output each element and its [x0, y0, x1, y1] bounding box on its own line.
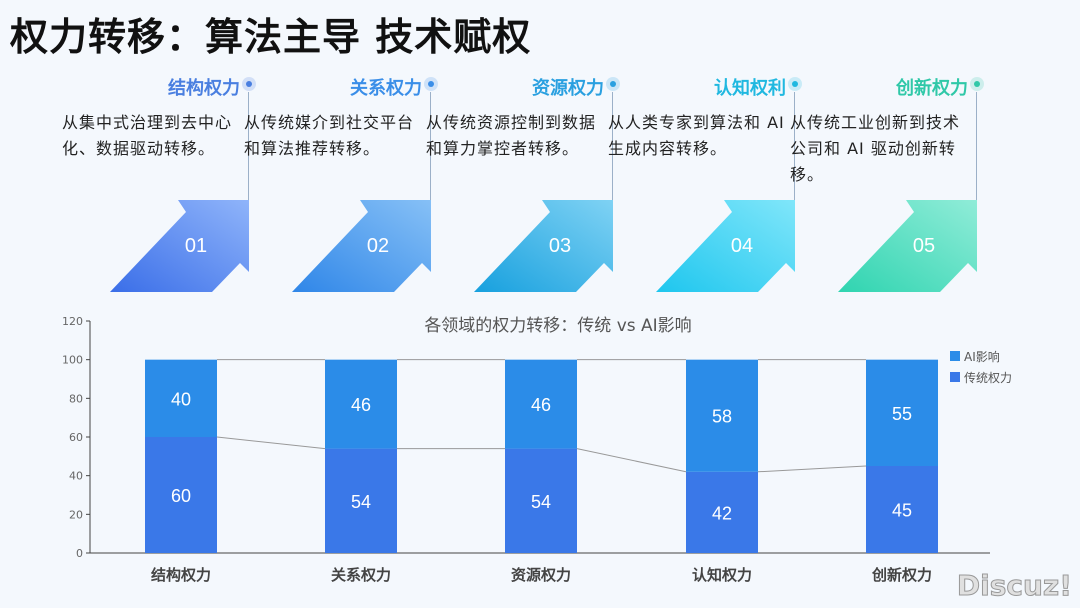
card-title: 结构权力 — [168, 78, 240, 99]
card-description: 从传统资源控制到数据和算力掌控者转移。 — [426, 113, 597, 158]
bar-segment — [325, 359, 397, 449]
card-description: 从人类专家到算法和 AI 生成内容转移。 — [608, 113, 785, 158]
dot-icon — [970, 77, 984, 91]
watermark-logo: Discuz! — [956, 569, 1072, 603]
data-label: 58 — [712, 407, 732, 427]
dot-icon — [242, 77, 256, 91]
series-line — [576, 448, 687, 473]
bar-segment — [686, 471, 758, 553]
page-title: 权力转移：算法主导 技术赋权 — [10, 15, 532, 59]
arrow-shape: 03 — [474, 200, 613, 292]
card-title: 关系权力 — [350, 78, 422, 99]
bar-segment — [145, 359, 217, 437]
legend-label: AI影响 — [964, 349, 1000, 364]
data-label: 42 — [712, 503, 732, 523]
card-title: 资源权力 — [532, 78, 604, 99]
x-tick-label: 资源权力 — [511, 566, 571, 584]
bar-segment — [145, 437, 217, 553]
legend-swatch — [950, 372, 960, 382]
bar-segment — [866, 466, 938, 553]
arrow-shape: 01 — [110, 200, 249, 292]
x-tick-label: 结构权力 — [151, 566, 211, 584]
data-label: 46 — [351, 395, 371, 415]
arrow-shape: 02 — [292, 200, 431, 292]
x-tick-label: 认知权力 — [692, 566, 752, 584]
power-card: 05 创新权力 从传统工业创新到技术公司和 AI 驱动创新转移。 — [784, 70, 984, 300]
y-tick-label: 40 — [69, 470, 83, 483]
connector-line — [794, 92, 795, 200]
card-title: 创新权力 — [896, 78, 968, 99]
connector-line — [430, 92, 431, 200]
legend-label: 传统权力 — [964, 370, 1012, 385]
card-number: 05 — [913, 235, 935, 257]
bar-segment — [505, 359, 577, 449]
y-tick-label: 100 — [62, 354, 83, 367]
dot-icon — [424, 77, 438, 91]
card-description: 从集中式治理到去中心化、数据驱动转移。 — [62, 113, 233, 158]
power-card: 01 结构权力 从集中式治理到去中心化、数据驱动转移。 — [56, 70, 256, 300]
arrow-shape: 04 — [656, 200, 795, 292]
series-line — [216, 436, 326, 450]
card-description: 从传统媒介到社交平台和算法推荐转移。 — [244, 113, 415, 158]
bar-segment — [686, 359, 758, 472]
dot-icon — [788, 77, 802, 91]
x-tick-label: 关系权力 — [331, 566, 391, 584]
data-label: 54 — [351, 492, 371, 512]
connector-line — [612, 92, 613, 200]
series-line — [757, 465, 867, 473]
power-card: 03 资源权力 从传统资源控制到数据和算力掌控者转移。 — [420, 70, 620, 300]
bar-segment — [325, 448, 397, 553]
card-number: 03 — [549, 235, 571, 257]
bar-segment — [505, 448, 577, 553]
connector-line — [976, 92, 977, 200]
card-title: 认知权利 — [714, 78, 786, 99]
arrow-shape: 05 — [838, 200, 977, 292]
dot-icon — [606, 77, 620, 91]
chart-title: 各领域的权力转移：传统 vs AI影响 — [424, 316, 691, 336]
power-card: 04 认知权利 从人类专家到算法和 AI 生成内容转移。 — [602, 70, 802, 300]
x-tick-label: 创新权力 — [871, 566, 932, 584]
data-label: 46 — [531, 395, 551, 415]
y-tick-label: 80 — [69, 392, 83, 405]
data-label: 60 — [171, 486, 191, 506]
data-label: 40 — [171, 389, 191, 409]
connector-line — [248, 92, 249, 200]
power-card: 02 关系权力 从传统媒介到社交平台和算法推荐转移。 — [238, 70, 438, 300]
legend-swatch — [950, 351, 960, 361]
card-number: 01 — [185, 235, 207, 257]
card-description: 从传统工业创新到技术公司和 AI 驱动创新转移。 — [790, 113, 961, 184]
bar-segment — [866, 359, 938, 466]
y-tick-label: 120 — [62, 315, 83, 328]
y-tick-label: 60 — [69, 431, 83, 444]
y-tick-label: 0 — [76, 547, 83, 560]
data-label: 54 — [531, 492, 551, 512]
card-number: 02 — [367, 235, 389, 257]
data-label: 55 — [892, 404, 912, 424]
data-label: 45 — [892, 501, 912, 521]
card-number: 04 — [731, 235, 753, 257]
y-tick-label: 20 — [69, 508, 83, 521]
